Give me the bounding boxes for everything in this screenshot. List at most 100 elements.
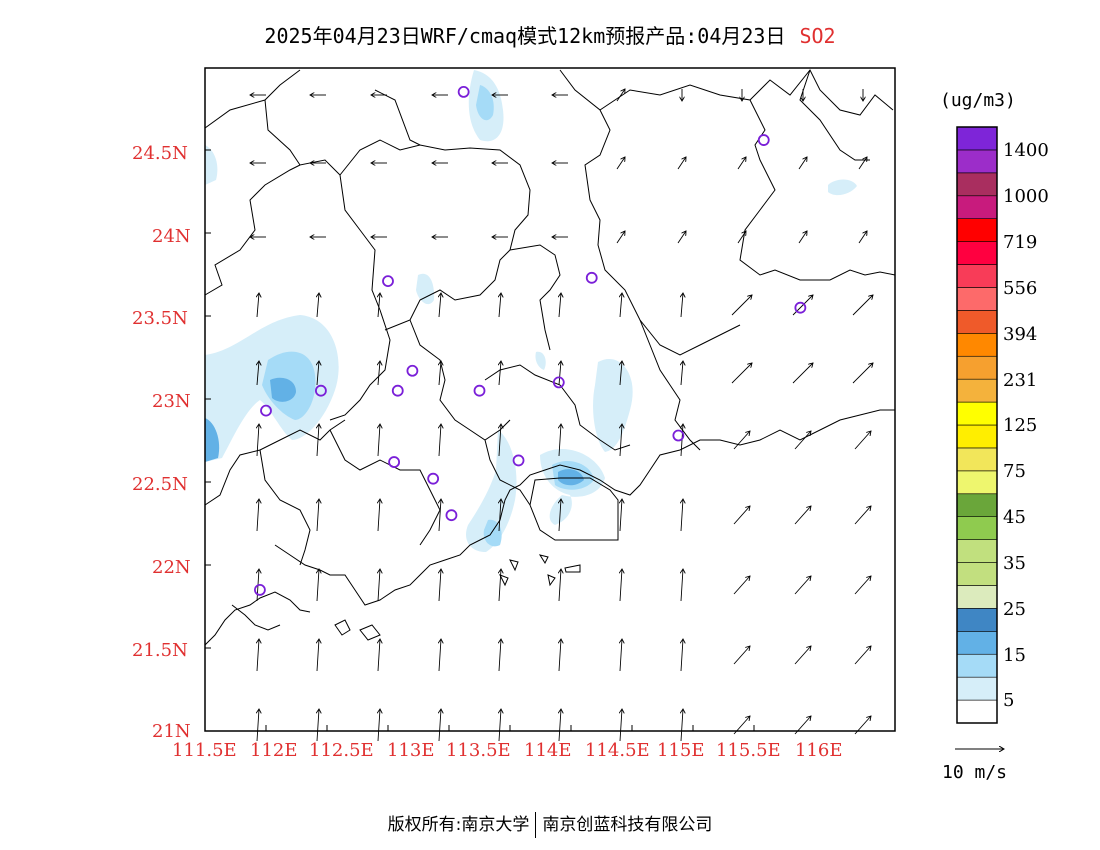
lat-label: 21.5N	[132, 640, 188, 661]
colorbar-frame	[956, 126, 998, 724]
station-marker	[757, 134, 770, 146]
wind-arrow	[731, 363, 752, 384]
lon-label: 113E	[387, 740, 435, 761]
footer-left: 版权所有:南京大学	[387, 815, 530, 835]
wind-arrow	[559, 639, 561, 672]
lon-label: 116E	[795, 740, 843, 761]
wind-arrow	[317, 709, 319, 742]
axis-ticks	[204, 149, 755, 732]
wind-arrow	[257, 424, 259, 457]
colorbar-segment	[956, 585, 998, 609]
island	[509, 559, 519, 572]
wind-arrow	[317, 424, 319, 457]
wind-arrow	[852, 295, 873, 316]
colorbar-segment	[956, 241, 998, 265]
lon-label: 115.5E	[716, 740, 781, 761]
wind-arrow	[852, 363, 873, 384]
island	[538, 554, 549, 565]
station-marker	[314, 384, 327, 397]
wind-arrow	[854, 431, 871, 450]
colorbar-segment	[956, 172, 998, 197]
wind-arrow	[616, 157, 625, 170]
wind-arrow	[559, 293, 561, 318]
colorbar-segment	[956, 126, 998, 151]
title-text: 2025年04月23日WRF/cmaq模式12km预报产品:04月23日	[264, 24, 786, 48]
lat-label: 22N	[152, 557, 191, 578]
conc-patch-prd	[466, 430, 517, 552]
wind-arrow	[378, 639, 380, 672]
wind-arrow	[499, 424, 501, 457]
monitoring-stations	[253, 86, 807, 596]
conc-patch-center	[535, 351, 546, 370]
station-marker	[585, 271, 598, 284]
boundary-line	[329, 429, 441, 546]
wind-arrow	[378, 569, 380, 602]
legend-label: 75	[1003, 461, 1026, 482]
wind-arrow	[499, 361, 501, 386]
island	[547, 574, 556, 587]
wind-arrow	[499, 499, 501, 532]
conc-patch-west-core	[270, 377, 296, 402]
boundary-line	[509, 244, 561, 351]
concentration-layer	[205, 70, 857, 552]
colorbar-segment	[956, 608, 998, 632]
colorbar-segment	[956, 287, 998, 311]
colorbar-segment	[956, 310, 998, 334]
wind-arrow	[257, 293, 259, 318]
wind-arrow	[257, 709, 259, 742]
lon-label: 112.5E	[309, 740, 374, 761]
lon-label: 115E	[657, 740, 705, 761]
conc-patch-topleft	[205, 145, 218, 185]
wind-arrow	[677, 231, 686, 244]
wind-arrow	[677, 157, 686, 170]
lat-label: 22.5N	[132, 474, 188, 495]
footer-separator	[535, 812, 537, 838]
lat-label: 24.5N	[132, 143, 188, 164]
wind-arrow	[737, 157, 746, 170]
wind-arrow	[439, 424, 441, 457]
wind-arrow	[681, 293, 683, 318]
boundary-line	[409, 319, 511, 441]
colorbar-segment	[956, 424, 998, 449]
legend-label: 5	[1003, 690, 1015, 711]
wind-arrow	[620, 424, 622, 457]
wind-vectors	[250, 89, 873, 742]
legend-label: 45	[1003, 507, 1026, 528]
lon-label: 112E	[250, 740, 298, 761]
wind-arrow	[794, 576, 811, 595]
boundary-line	[204, 69, 301, 129]
colorbar-segment	[956, 699, 998, 724]
conc-patch-mid	[416, 273, 435, 305]
lat-label: 24N	[152, 226, 191, 247]
legend-label: 1400	[1003, 140, 1049, 161]
colorbar-segment	[956, 264, 998, 288]
boundary-lines	[204, 69, 896, 646]
station-marker	[512, 454, 525, 467]
station-marker	[794, 301, 807, 314]
wind-arrow	[794, 431, 811, 450]
colorbar-segment	[956, 493, 998, 517]
wind-arrow	[733, 431, 750, 450]
colorbar-segment	[956, 539, 998, 563]
station-marker	[473, 384, 486, 397]
map-title: 2025年04月23日WRF/cmaq模式12km预报产品:04月23日 SO2	[0, 20, 1100, 50]
wind-arrow	[620, 639, 622, 672]
wind-arrow	[378, 709, 380, 742]
legend-label: 556	[1003, 278, 1038, 299]
wind-arrow	[378, 361, 380, 386]
wind-arrow	[620, 709, 622, 742]
colorbar-segment	[956, 516, 998, 540]
colorbar-segment	[956, 149, 998, 174]
boundary-line	[264, 99, 381, 311]
wind-arrow	[317, 569, 319, 602]
pollutant-label: SO2	[799, 24, 836, 48]
lat-label: 21N	[152, 721, 191, 742]
wind-arrow	[858, 157, 867, 170]
copyright-footer: 版权所有:南京大学 南京创蓝科技有限公司	[0, 810, 1100, 838]
coastline	[274, 409, 895, 606]
lon-label: 111.5E	[172, 740, 237, 761]
boundary-line	[484, 364, 631, 451]
wind-arrow	[559, 569, 561, 602]
boundary-line	[339, 139, 531, 331]
